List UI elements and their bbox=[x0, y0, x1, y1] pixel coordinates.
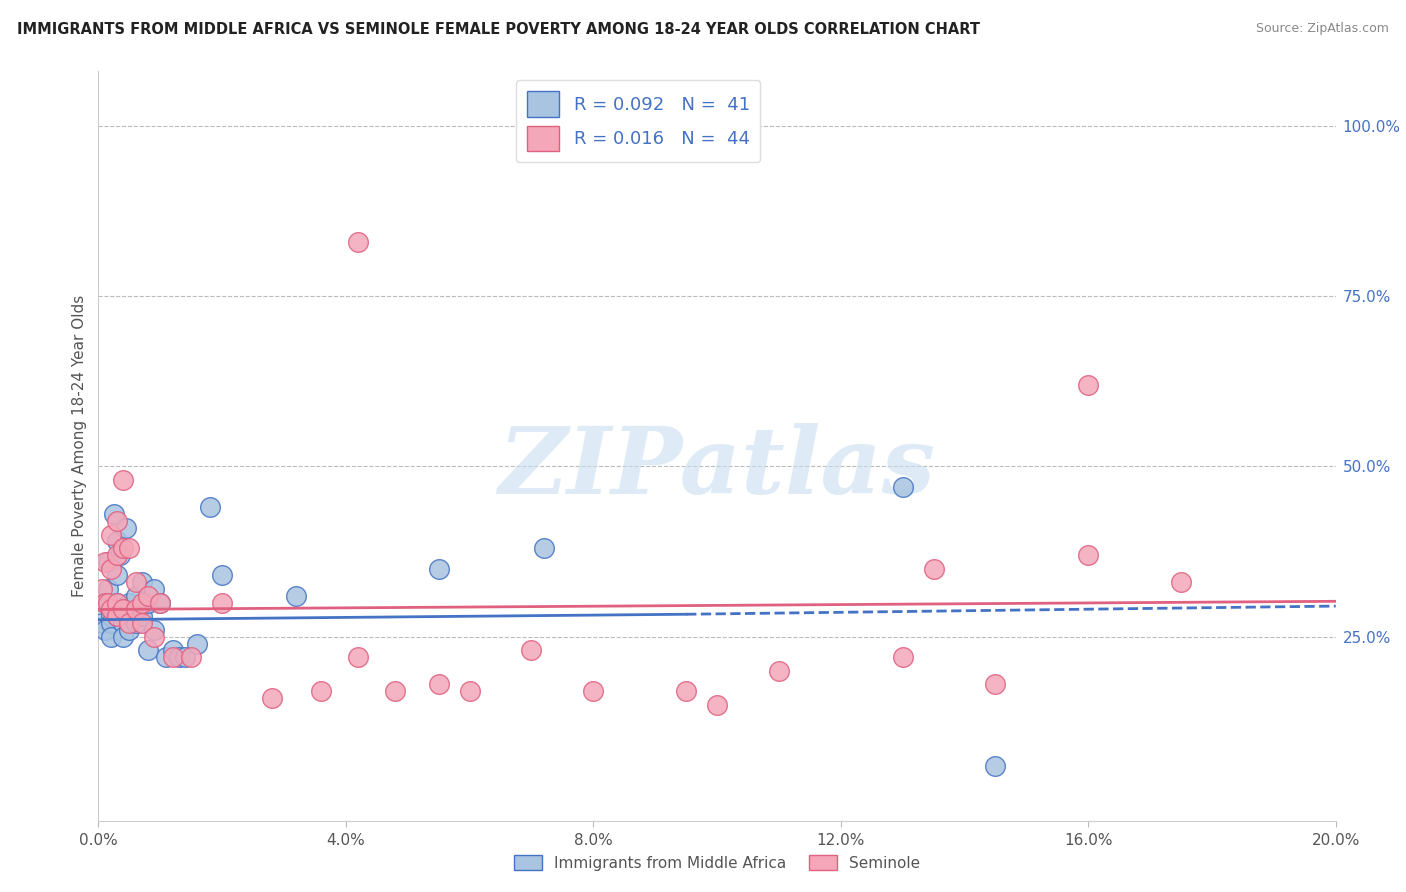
Point bbox=[136, 589, 159, 603]
Point bbox=[285, 589, 308, 603]
Point bbox=[922, 561, 945, 575]
Point bbox=[118, 541, 141, 556]
Point bbox=[520, 643, 543, 657]
Text: ZIPatlas: ZIPatlas bbox=[499, 424, 935, 514]
Point bbox=[124, 616, 146, 631]
Point bbox=[582, 684, 605, 698]
Point bbox=[984, 677, 1007, 691]
Point bbox=[131, 616, 153, 631]
Point bbox=[105, 514, 128, 528]
Point bbox=[143, 582, 166, 596]
Point bbox=[124, 575, 146, 590]
Point bbox=[131, 609, 153, 624]
Point bbox=[347, 650, 370, 665]
Point bbox=[108, 548, 131, 562]
Point bbox=[112, 602, 135, 616]
Point bbox=[427, 677, 450, 691]
Point bbox=[100, 561, 122, 575]
Point bbox=[105, 548, 128, 562]
Point bbox=[97, 582, 120, 596]
Point bbox=[211, 596, 233, 610]
Point bbox=[384, 684, 406, 698]
Point bbox=[149, 596, 172, 610]
Point bbox=[112, 541, 135, 556]
Point bbox=[93, 555, 115, 569]
Point bbox=[105, 596, 128, 610]
Point bbox=[458, 684, 481, 698]
Point bbox=[118, 596, 141, 610]
Point bbox=[93, 596, 115, 610]
Point bbox=[260, 691, 283, 706]
Point bbox=[118, 616, 141, 631]
Point bbox=[100, 630, 122, 644]
Point bbox=[124, 589, 146, 603]
Point bbox=[162, 650, 184, 665]
Point bbox=[100, 609, 122, 624]
Point bbox=[427, 561, 450, 575]
Point bbox=[115, 521, 138, 535]
Point bbox=[309, 684, 332, 698]
Point bbox=[198, 500, 221, 515]
Point bbox=[105, 568, 128, 582]
Point bbox=[97, 555, 120, 569]
Text: IMMIGRANTS FROM MIDDLE AFRICA VS SEMINOLE FEMALE POVERTY AMONG 18-24 YEAR OLDS C: IMMIGRANTS FROM MIDDLE AFRICA VS SEMINOL… bbox=[17, 22, 980, 37]
Point bbox=[112, 473, 135, 487]
Point bbox=[105, 609, 128, 624]
Point bbox=[1077, 377, 1099, 392]
Point bbox=[162, 643, 184, 657]
Point bbox=[533, 541, 555, 556]
Point bbox=[706, 698, 728, 712]
Legend: Immigrants from Middle Africa, Seminole: Immigrants from Middle Africa, Seminole bbox=[508, 848, 927, 877]
Point bbox=[136, 596, 159, 610]
Point bbox=[891, 480, 914, 494]
Point bbox=[100, 616, 122, 631]
Point bbox=[1077, 548, 1099, 562]
Y-axis label: Female Poverty Among 18-24 Year Olds: Female Poverty Among 18-24 Year Olds bbox=[72, 295, 87, 597]
Point bbox=[93, 623, 115, 637]
Point bbox=[90, 616, 112, 631]
Point bbox=[112, 616, 135, 631]
Point bbox=[174, 650, 197, 665]
Point bbox=[155, 650, 177, 665]
Point bbox=[131, 575, 153, 590]
Point bbox=[768, 664, 790, 678]
Point bbox=[136, 643, 159, 657]
Point bbox=[90, 582, 112, 596]
Point bbox=[149, 596, 172, 610]
Point bbox=[131, 596, 153, 610]
Point bbox=[103, 507, 125, 521]
Point bbox=[124, 602, 146, 616]
Point bbox=[97, 596, 120, 610]
Point bbox=[100, 602, 122, 616]
Point bbox=[112, 602, 135, 616]
Point bbox=[105, 534, 128, 549]
Point bbox=[93, 596, 115, 610]
Point bbox=[675, 684, 697, 698]
Text: Source: ZipAtlas.com: Source: ZipAtlas.com bbox=[1256, 22, 1389, 36]
Point bbox=[1170, 575, 1192, 590]
Point bbox=[105, 609, 128, 624]
Point bbox=[347, 235, 370, 249]
Point bbox=[143, 630, 166, 644]
Point bbox=[143, 623, 166, 637]
Point bbox=[118, 623, 141, 637]
Point bbox=[984, 759, 1007, 773]
Point bbox=[211, 568, 233, 582]
Point bbox=[100, 527, 122, 541]
Point bbox=[180, 650, 202, 665]
Point bbox=[167, 650, 190, 665]
Point bbox=[105, 596, 128, 610]
Point bbox=[186, 636, 208, 650]
Point bbox=[112, 630, 135, 644]
Point bbox=[891, 650, 914, 665]
